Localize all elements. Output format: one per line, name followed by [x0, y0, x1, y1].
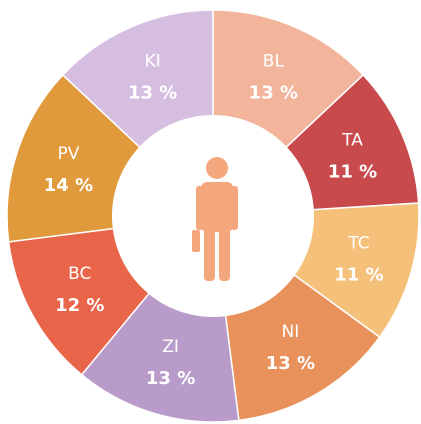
value-label: 13 % — [249, 83, 298, 104]
person-icon — [192, 157, 238, 281]
labels: BL 13 % TA 11 % TC 11 % NI 13 % ZI 13 % BC 12 % PV 14… — [44, 52, 384, 389]
value-label: 14 % — [44, 175, 93, 196]
category-label: KI — [145, 52, 161, 72]
value-label: 13 % — [128, 83, 177, 104]
value-label: 13 % — [266, 353, 315, 374]
value-label: 12 % — [55, 295, 104, 316]
wedges — [6, 9, 420, 423]
category-label: BL — [263, 52, 285, 72]
category-label: ZI — [162, 337, 179, 357]
value-label: 11 % — [328, 162, 377, 183]
category-label: NI — [282, 322, 300, 342]
value-label: 13 % — [146, 368, 195, 389]
category-label: TC — [347, 233, 369, 253]
category-label: BC — [68, 264, 91, 284]
category-label: TA — [341, 131, 363, 151]
value-label: 11 % — [334, 264, 383, 285]
category-label: PV — [57, 144, 79, 164]
